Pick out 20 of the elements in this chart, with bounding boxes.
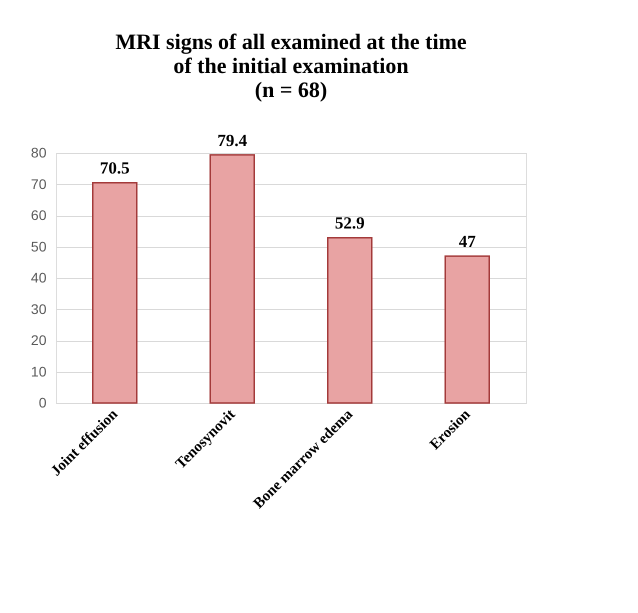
bar xyxy=(444,255,490,404)
y-tick-label: 30 xyxy=(30,300,47,317)
y-tick-label: 40 xyxy=(30,270,47,286)
y-tick-label: 0 xyxy=(38,394,47,410)
text: (n = 68) xyxy=(254,76,328,102)
y-tick-label: 20 xyxy=(30,332,47,348)
y-tick-label: 50 xyxy=(30,238,47,254)
bar xyxy=(210,154,255,404)
y-tick-label: 70 xyxy=(30,176,47,192)
bar xyxy=(92,182,138,404)
y-tick-label: 60 xyxy=(30,207,47,223)
data-label: 79.4 xyxy=(217,130,248,150)
bar xyxy=(327,236,372,404)
data-label: 70.5 xyxy=(100,158,130,178)
text: MRI signs of all examined at the time xyxy=(115,28,467,54)
data-label: 52.9 xyxy=(334,214,365,233)
text: of the initial examination xyxy=(173,52,409,78)
y-tick-label: 80 xyxy=(30,144,47,160)
y-tick-label: 10 xyxy=(30,363,47,380)
data-label: 47 xyxy=(458,232,476,252)
